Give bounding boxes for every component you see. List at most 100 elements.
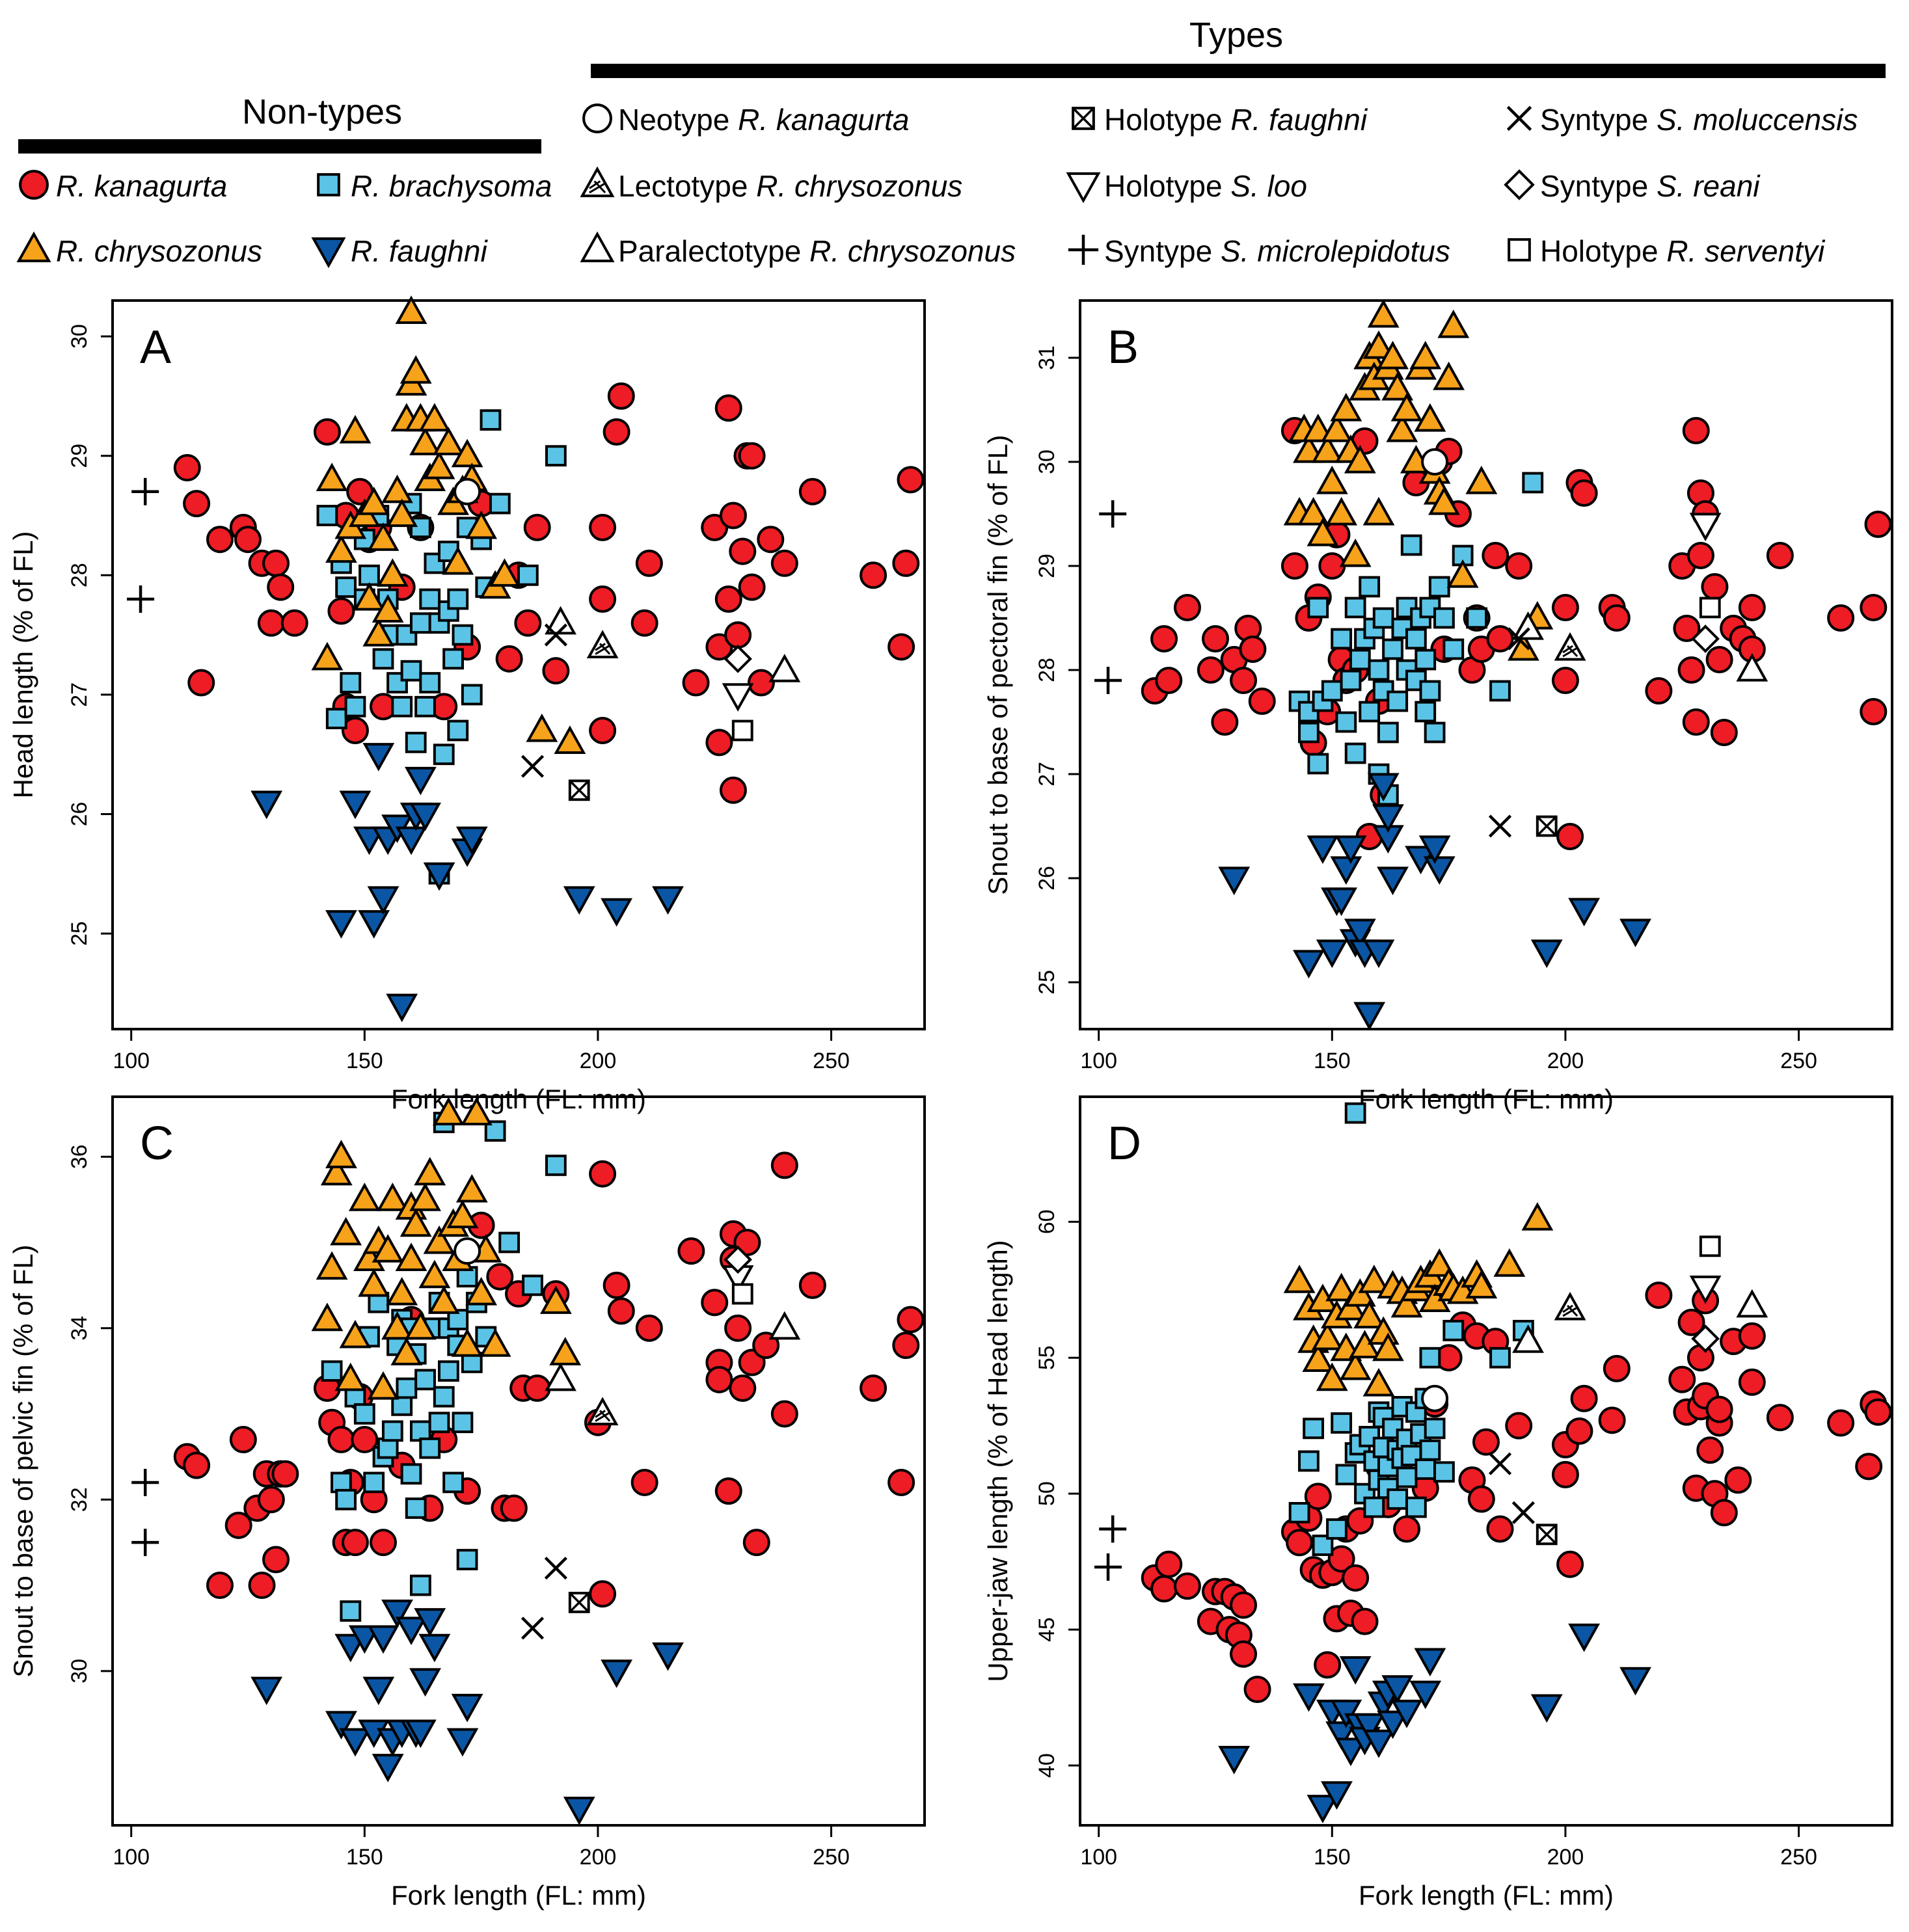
panel-letter: B — [1107, 321, 1139, 373]
point-paralecto_chr — [1736, 1289, 1768, 1318]
point-bra — [489, 492, 511, 515]
series-paralecto_chr — [1512, 611, 1768, 682]
point-kan — [738, 573, 766, 601]
x-tick-label: 150 — [346, 1845, 383, 1870]
point-bra — [1405, 1496, 1427, 1518]
point-chr — [399, 355, 432, 384]
point-chr — [1311, 434, 1344, 463]
point-syn_micro — [127, 585, 155, 613]
legend-label-lecto_chr: Lectotype R. chrysozonus — [618, 169, 962, 203]
point-paralecto_chr — [768, 1311, 801, 1340]
legend-label-prefix: Holotype — [1540, 234, 1666, 268]
point-kan — [206, 526, 234, 554]
point-chr — [358, 1268, 390, 1297]
point-chr — [554, 725, 586, 754]
point-fau — [1307, 835, 1339, 865]
point-kan — [589, 1580, 617, 1608]
point-kan — [742, 1529, 770, 1557]
point-kan — [714, 394, 742, 422]
x-tick-label: 150 — [346, 1049, 383, 1073]
point-fau — [404, 766, 437, 796]
point-fau — [1372, 804, 1404, 833]
point-kan — [1686, 542, 1714, 569]
x-tick-label: 250 — [1780, 1845, 1817, 1870]
series-lecto_chr — [586, 630, 619, 659]
point-bra — [433, 744, 455, 766]
legend-marker-lecto_chr — [580, 166, 615, 198]
panels: 100 150 200 250 25 26 27 28 29 30 Fork length (FL:… — [8, 295, 1893, 1911]
legend-label-syn_reani: Syntype S. reani — [1540, 169, 1761, 203]
y-tick-label: 60 — [1035, 1209, 1059, 1234]
point-kan — [729, 537, 757, 565]
point-fau — [455, 826, 488, 855]
y-tick-label: 55 — [1035, 1345, 1059, 1370]
point-bra — [1331, 628, 1353, 650]
point-kan — [747, 669, 775, 697]
point-chr — [1302, 1343, 1334, 1372]
point-bra — [1340, 669, 1362, 691]
point-chr — [1293, 434, 1325, 463]
point-kan — [486, 1263, 514, 1291]
point-chr — [1349, 1330, 1381, 1359]
point-chr — [1362, 496, 1395, 526]
point-bra — [1387, 1488, 1409, 1510]
point-syn_micro — [131, 1468, 159, 1496]
y-tick-label: 27 — [67, 682, 92, 707]
point-bra — [1419, 1347, 1441, 1369]
point-fau — [1530, 1694, 1563, 1723]
point-lecto_chr — [1554, 1291, 1586, 1321]
y-tick-label: 28 — [67, 563, 92, 587]
x-tick-label: 200 — [580, 1049, 617, 1073]
point-kan — [602, 1271, 630, 1299]
point-syn_molu — [544, 623, 567, 647]
point-kan — [1486, 1515, 1514, 1543]
series-fau — [1218, 1623, 1651, 1823]
point-chr — [325, 1140, 357, 1168]
point-kan — [887, 1468, 915, 1496]
series-holo_serv — [1699, 1235, 1721, 1257]
point-fau — [1330, 1699, 1362, 1728]
point-kan — [1645, 677, 1673, 704]
point-kan — [1280, 552, 1308, 580]
point-chr — [465, 510, 498, 539]
point-fau — [1316, 939, 1348, 969]
point-fau — [601, 1659, 633, 1688]
series-syn_micro — [1094, 1515, 1127, 1581]
legend-label-chr: R. chrysozonus — [56, 234, 262, 268]
point-kan — [224, 1511, 252, 1539]
point-syn_micro — [1094, 1553, 1122, 1581]
point-kan — [1230, 1640, 1258, 1668]
point-fau — [1353, 1002, 1386, 1031]
point-fau — [404, 1719, 437, 1749]
y-axis-title: Head length (% of FL) — [8, 531, 38, 799]
point-fau — [362, 743, 395, 771]
point-fau — [1218, 866, 1251, 896]
point-kan — [1230, 1591, 1258, 1619]
point-kan — [542, 657, 570, 685]
point-lecto_chr — [586, 630, 619, 659]
legend-marker-syn_micro — [1068, 234, 1099, 265]
series-holo_loo — [722, 683, 754, 712]
y-tick-label: 26 — [67, 802, 92, 827]
point-fau — [409, 802, 441, 831]
legend-entry-syn_reani: Syntype S. reani — [1504, 169, 1761, 203]
point-fau — [563, 886, 595, 915]
point-chr — [1423, 1248, 1455, 1277]
y-tick-label: 45 — [1035, 1617, 1059, 1642]
point-fau — [334, 1633, 367, 1663]
point-chr — [1321, 413, 1353, 442]
series-syn_micro — [131, 1468, 159, 1557]
point-kan — [607, 382, 635, 410]
x-axis-title: Fork length (FL: mm) — [391, 1084, 646, 1114]
point-kan — [313, 418, 341, 446]
point-kan — [1686, 1344, 1714, 1372]
series-chr — [1283, 299, 1554, 661]
point-kan — [187, 669, 215, 697]
point-kan — [1393, 1515, 1421, 1543]
point-kan — [607, 1297, 635, 1325]
point-bra — [442, 648, 464, 670]
point-bra — [456, 1549, 478, 1570]
series-bra — [1288, 472, 1544, 806]
point-kan — [262, 549, 290, 577]
x-tick-label: 150 — [1314, 1049, 1351, 1073]
